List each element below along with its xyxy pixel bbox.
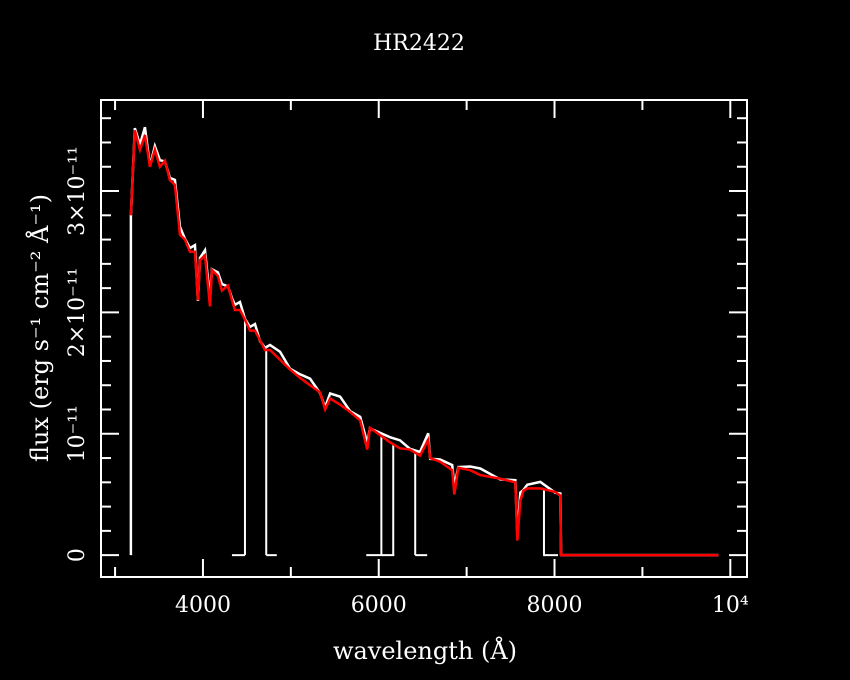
- x-tick-label: 4000: [175, 593, 231, 618]
- y-tick-label: 2×10⁻¹¹: [65, 268, 90, 358]
- y-tick-label: 3×10⁻¹¹: [65, 146, 90, 236]
- y-tick-label: 10⁻¹¹: [65, 405, 90, 462]
- y-axis-label: flux (erg s⁻¹ cm⁻² Å⁻¹): [25, 194, 54, 462]
- model-spectrum-line: [129, 130, 719, 557]
- y-tick-label: 0: [65, 548, 90, 562]
- observed-spectrum-line: [129, 126, 719, 557]
- x-tick-label: 6000: [351, 593, 407, 618]
- chart-title: HR2422: [373, 31, 465, 56]
- axis-ticks: [101, 100, 747, 577]
- x-axis-label: wavelength (Å): [333, 636, 517, 665]
- tick-labels: 4000 6000 8000 10⁴ 0 10⁻¹¹ 2×10⁻¹¹ 3×10⁻¹¹: [65, 146, 749, 618]
- plot-area: [129, 126, 719, 557]
- x-tick-label: 8000: [527, 593, 583, 618]
- x-tick-label: 10⁴: [712, 593, 749, 618]
- plot-frame: [100, 99, 748, 578]
